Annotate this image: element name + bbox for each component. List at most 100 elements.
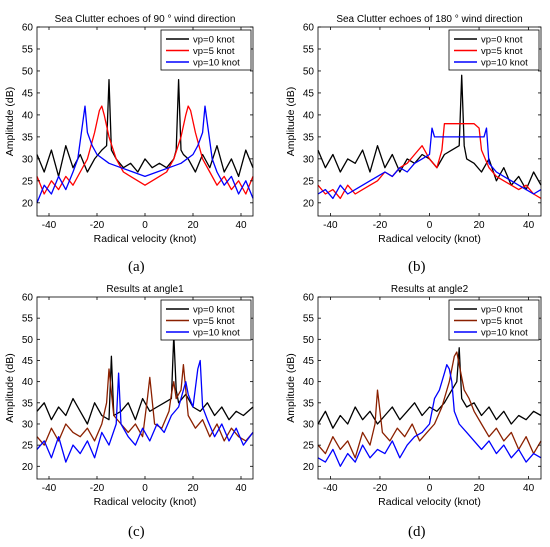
legend-label-2: vp=10 knot (193, 58, 240, 69)
x-tick-label: 40 (235, 220, 247, 231)
x-axis-label: Radical velocity (knot) (94, 233, 197, 245)
x-tick-label: 20 (187, 220, 199, 231)
y-tick-label: 30 (303, 154, 315, 165)
series-line-2 (36, 359, 254, 463)
x-tick-label: 20 (473, 483, 485, 494)
x-tick-label: -40 (323, 220, 338, 231)
legend-label-2: vp=10 knot (193, 328, 240, 339)
y-tick-label: 60 (22, 293, 34, 304)
y-tick-label: 20 (303, 462, 315, 473)
y-tick-label: 45 (22, 356, 34, 367)
x-tick-label: -40 (42, 220, 57, 231)
y-tick-label: 55 (22, 314, 34, 325)
legend-label-2: vp=10 knot (481, 58, 528, 69)
x-tick-label: 40 (523, 220, 535, 231)
legend-label-1: vp=5 knot (481, 316, 523, 327)
y-tick-label: 45 (22, 88, 34, 99)
y-tick-label: 35 (303, 398, 315, 409)
x-axis-label: Radical velocity (knot) (94, 496, 197, 508)
legend-label-0: vp=0 knot (193, 305, 235, 316)
y-tick-label: 25 (22, 176, 34, 187)
x-tick-label: -20 (373, 220, 388, 231)
chart-title: Sea Clutter echoes of 180 ° wind directi… (336, 14, 522, 25)
x-axis-label: Radical velocity (knot) (378, 496, 481, 508)
y-tick-label: 30 (303, 419, 315, 430)
chart-title: Results at angle1 (106, 284, 184, 295)
y-tick-label: 60 (303, 23, 315, 34)
y-tick-label: 40 (22, 377, 34, 388)
y-tick-label: 50 (22, 66, 34, 77)
x-tick-label: 20 (187, 483, 199, 494)
y-tick-label: 45 (303, 356, 315, 367)
series-line-1 (36, 105, 254, 195)
y-tick-label: 55 (22, 44, 34, 55)
y-axis-label: Amplitude (dB) (285, 87, 297, 156)
series-line-2 (317, 364, 542, 467)
y-tick-label: 40 (22, 110, 34, 121)
y-tick-label: 40 (303, 110, 315, 121)
chart-panel-0: -40 -20 0 20 40 20 25 30 35 40 45 50 55 60 Sea Clutter… (4, 14, 254, 245)
x-tick-label: -20 (90, 220, 105, 231)
x-axis-label: Radical velocity (knot) (378, 233, 481, 245)
panel-label-c: (c) (128, 524, 145, 540)
legend-label-2: vp=10 knot (481, 328, 528, 339)
legend-label-0: vp=0 knot (193, 35, 235, 46)
x-tick-label: 20 (473, 220, 485, 231)
y-tick-label: 20 (303, 198, 315, 209)
y-tick-label: 50 (303, 66, 315, 77)
chart-panel-1: -40 -20 0 20 40 20 25 30 35 40 45 50 55 60 Sea Clutter… (285, 14, 542, 245)
y-tick-label: 40 (303, 377, 315, 388)
y-tick-label: 60 (22, 23, 34, 34)
legend-label-0: vp=0 knot (481, 35, 523, 46)
series-line-2 (317, 127, 542, 200)
panel-label-d: (d) (408, 524, 426, 540)
y-tick-label: 35 (22, 398, 34, 409)
y-tick-label: 55 (303, 314, 315, 325)
y-axis-label: Amplitude (dB) (285, 353, 297, 422)
series-line-0 (36, 79, 254, 178)
x-tick-label: -40 (42, 483, 57, 494)
x-tick-label: -20 (373, 483, 388, 494)
y-axis-label: Amplitude (dB) (4, 87, 16, 156)
y-tick-label: 25 (303, 441, 315, 452)
legend-label-1: vp=5 knot (193, 46, 235, 57)
series-line-2 (36, 105, 254, 204)
x-tick-label: 0 (142, 220, 148, 231)
y-tick-label: 35 (22, 132, 34, 143)
legend-label-0: vp=0 knot (481, 305, 523, 316)
series-line-1 (317, 123, 542, 200)
x-tick-label: 40 (235, 483, 247, 494)
y-axis-label: Amplitude (dB) (4, 353, 16, 422)
y-tick-label: 20 (22, 462, 34, 473)
chart-panel-3: -40 -20 0 20 40 20 25 30 35 40 45 50 55 60 Results at … (285, 284, 542, 508)
chart-title: Sea Clutter echoes of 90 ° wind directio… (55, 14, 236, 25)
x-tick-label: 0 (427, 220, 433, 231)
y-tick-label: 55 (303, 44, 315, 55)
y-tick-label: 30 (22, 419, 34, 430)
series-line-1 (36, 364, 254, 446)
x-tick-label: 0 (142, 483, 148, 494)
y-tick-label: 30 (22, 154, 34, 165)
series-line-0 (36, 334, 254, 425)
y-tick-label: 25 (303, 176, 315, 187)
y-tick-label: 60 (303, 293, 315, 304)
chart-title: Results at angle2 (391, 284, 469, 295)
series-line-1 (317, 351, 542, 459)
legend-label-1: vp=5 knot (481, 46, 523, 57)
series-line-0 (317, 347, 542, 429)
x-tick-label: 40 (523, 483, 535, 494)
series-line-0 (317, 74, 542, 191)
y-tick-label: 20 (22, 198, 34, 209)
y-tick-label: 25 (22, 441, 34, 452)
y-tick-label: 50 (303, 335, 315, 346)
panel-label-a: (a) (128, 259, 145, 275)
y-tick-label: 35 (303, 132, 315, 143)
chart-panel-2: -40 -20 0 20 40 20 25 30 35 40 45 50 55 60 Results at … (4, 284, 254, 508)
legend-label-1: vp=5 knot (193, 316, 235, 327)
y-tick-label: 50 (22, 335, 34, 346)
